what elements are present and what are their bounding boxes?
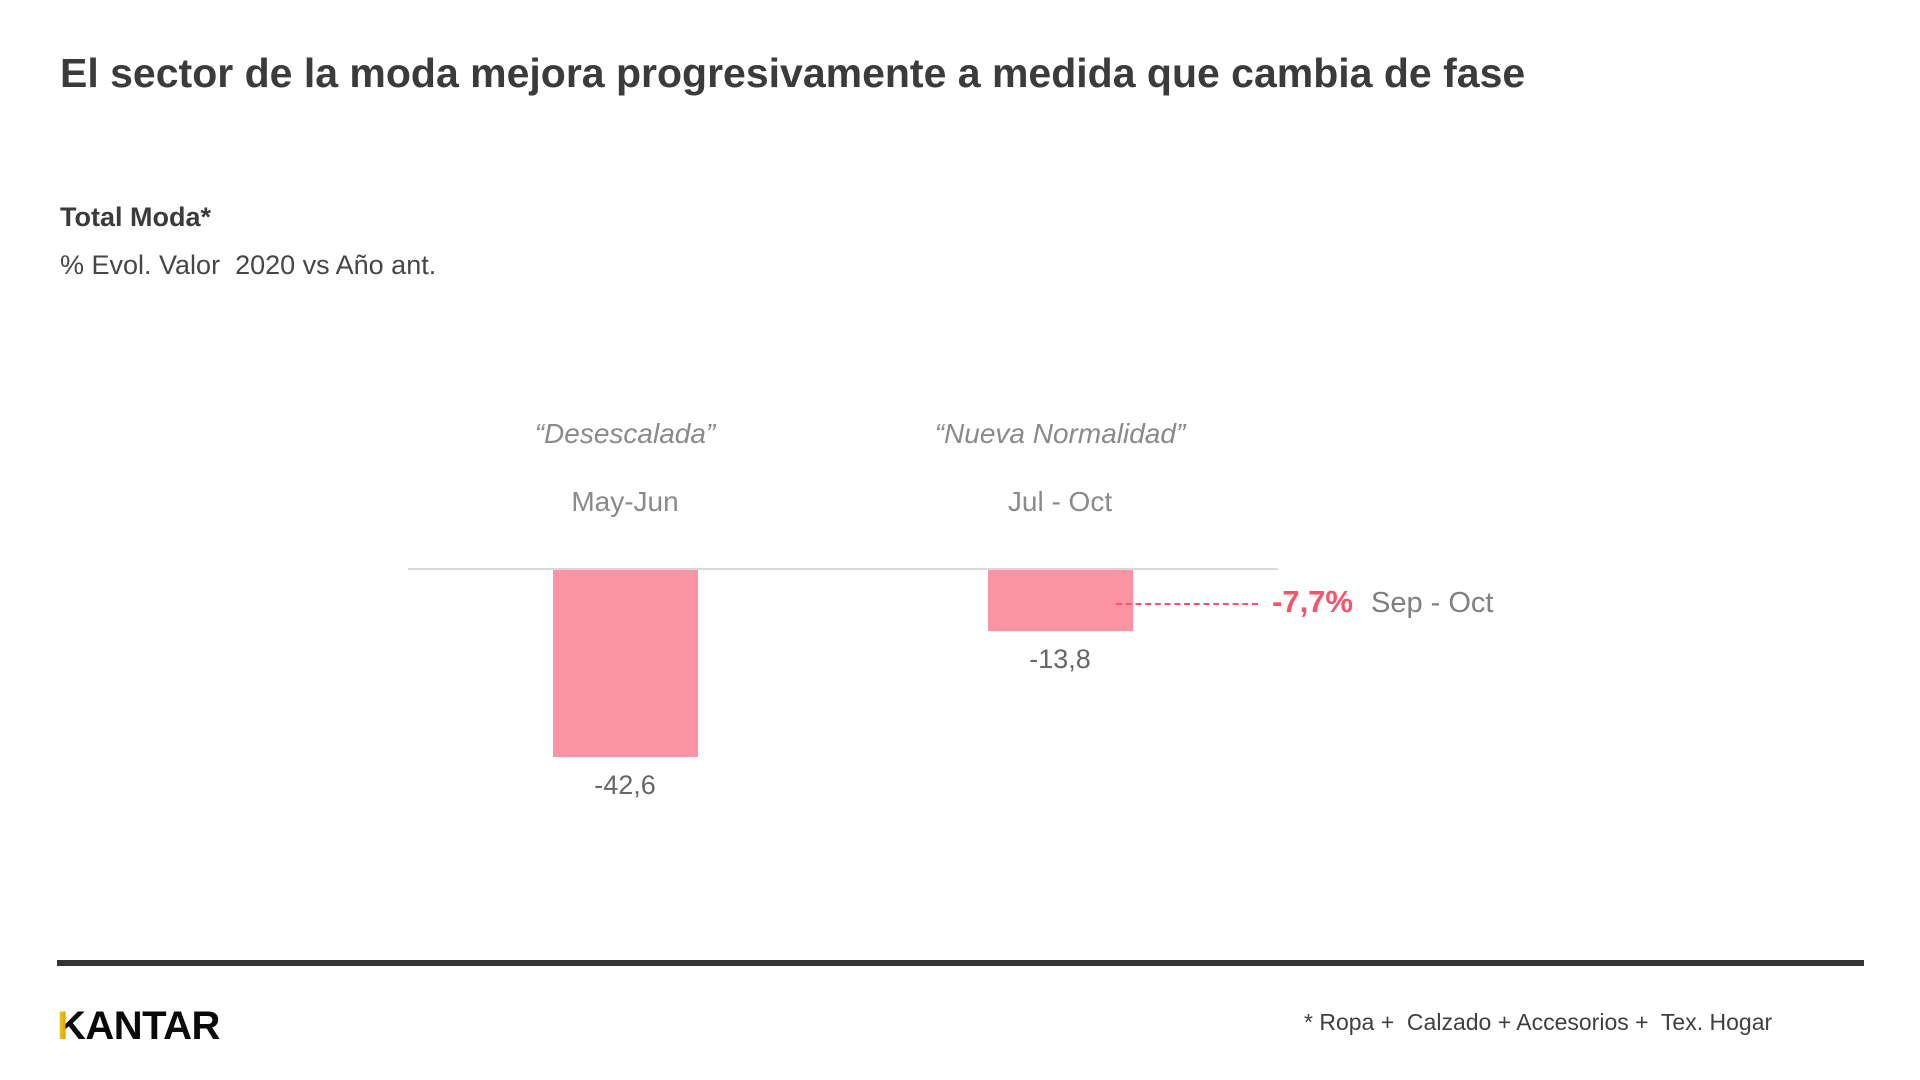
axis-baseline bbox=[408, 568, 1278, 570]
category-label-may-jun: May-Jun bbox=[571, 486, 679, 517]
chart-kicker-metric: % Evol. Valor 2020 vs Año ant. bbox=[60, 250, 437, 280]
annotation-dash-line bbox=[1116, 603, 1258, 605]
bar-jul-oct bbox=[987, 570, 1133, 631]
annotation-sep-oct: -7,7% Sep - Oct bbox=[1272, 584, 1493, 620]
slide-title: El sector de la moda mejora progresivame… bbox=[60, 50, 1526, 96]
bar-value-jul-oct: -13,8 bbox=[1029, 644, 1091, 674]
footnote: * Ropa + Calzado + Accesorios + Tex. Hog… bbox=[1304, 1009, 1773, 1035]
bar-value-may-jun: -42,6 bbox=[594, 770, 656, 800]
bar-may-jun bbox=[552, 570, 698, 757]
annotation-period: Sep - Oct bbox=[1370, 587, 1494, 619]
phase-label-nueva-normalidad: “Nueva Normalidad” bbox=[934, 418, 1186, 449]
footer-divider bbox=[57, 960, 1864, 966]
phase-label-desescalada: “Desescalada” bbox=[534, 418, 716, 449]
annotation-value: -7,7% bbox=[1272, 584, 1353, 619]
chart-kicker-title: Total Moda* bbox=[60, 202, 211, 232]
category-label-jul-oct: Jul - Oct bbox=[1007, 486, 1113, 517]
kantar-logo: KANTAR bbox=[57, 1004, 220, 1048]
